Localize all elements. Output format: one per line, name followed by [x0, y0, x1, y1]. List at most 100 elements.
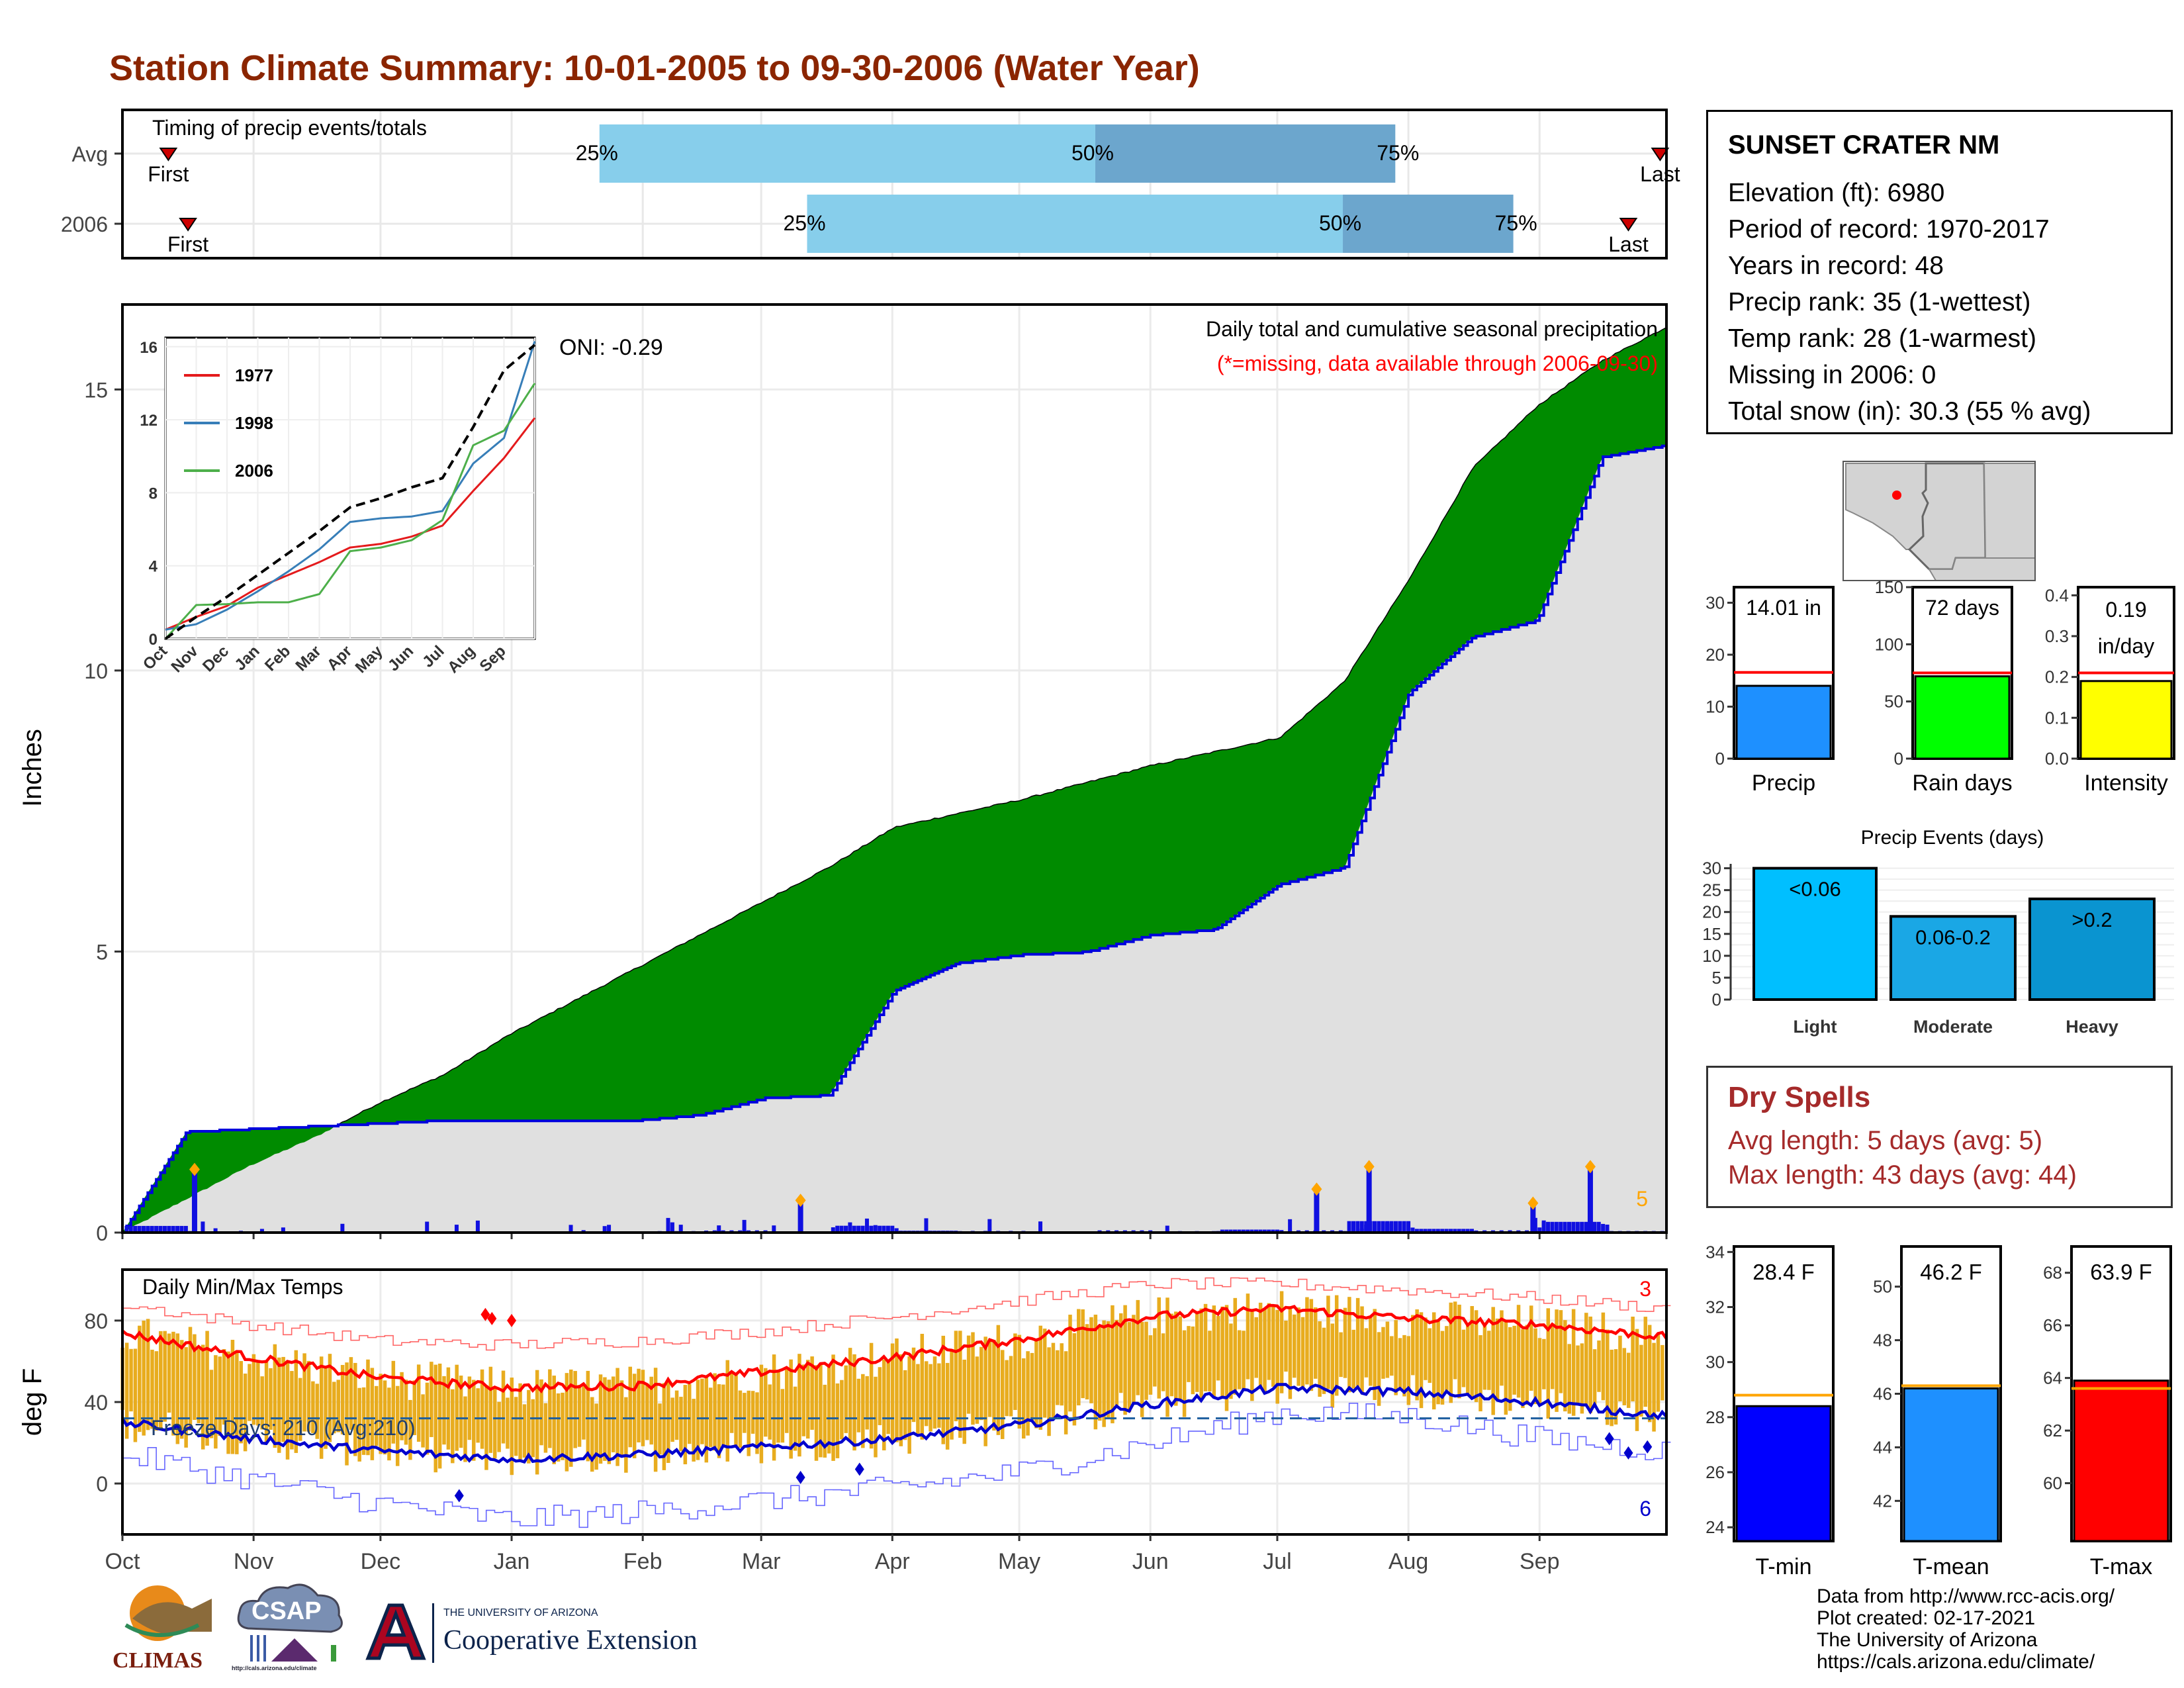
daily-temp-bar — [357, 1387, 361, 1462]
daily-temp-bar — [324, 1366, 328, 1449]
climas-logo: CLIMAS — [106, 1579, 218, 1678]
daily-temp-bar — [340, 1364, 345, 1434]
daily-temp-bar — [874, 1376, 878, 1458]
daily-temp-bar — [1330, 1323, 1335, 1408]
record-low-count: 6 — [1639, 1497, 1651, 1521]
mini-chart-tick: 150 — [1875, 577, 1903, 597]
daily-temp-bar — [1635, 1329, 1639, 1431]
daily-temp-bar — [1466, 1323, 1470, 1395]
x-month-label: Aug — [1388, 1549, 1429, 1574]
daily-temp-bar — [319, 1356, 324, 1459]
daily-temp-bar — [1123, 1305, 1127, 1415]
station-location-icon — [1892, 491, 1901, 500]
map-border — [1843, 461, 2036, 581]
daily-temp-bar — [370, 1368, 375, 1460]
daily-temp-bar — [226, 1351, 230, 1454]
temp-summary-bar — [1735, 1405, 1832, 1542]
record-high-marker-icon — [507, 1313, 517, 1327]
station-line: Total snow (in): 30.3 (55 % avg) — [1728, 397, 2091, 426]
mini-chart-tick: 0.1 — [2045, 708, 2069, 727]
daily-temp-bar — [1347, 1297, 1351, 1393]
climas-land-icon — [132, 1599, 212, 1635]
daily-temp-bar — [1618, 1335, 1622, 1401]
daily-precip-bar — [167, 1225, 171, 1233]
daily-temp-bar — [1077, 1309, 1081, 1406]
daily-temp-bar — [1254, 1317, 1258, 1378]
daily-precip-bar — [1414, 1229, 1419, 1233]
daily-precip-bar — [856, 1225, 861, 1233]
record-high-count: 3 — [1639, 1277, 1651, 1301]
daily-temp-bar — [1288, 1306, 1293, 1399]
record-marker-icon — [189, 1162, 200, 1176]
daily-temp-bar — [704, 1376, 709, 1463]
freeze-days-label: Freeze Days: 210 (Avg:210) — [151, 1416, 416, 1440]
y-axis-label: Inches — [18, 729, 47, 807]
record-marker-icon — [1311, 1182, 1322, 1196]
station-line: Temp rank: 28 (1-warmest) — [1728, 324, 2036, 353]
daily-temp-bar — [1148, 1335, 1153, 1395]
daily-precip-bar — [717, 1225, 721, 1233]
daily-temp-bar — [1279, 1291, 1284, 1393]
daily-temp-bar — [1428, 1328, 1432, 1383]
temp-summary-tick: 46 — [1873, 1384, 1892, 1404]
daily-temp-bar — [1174, 1311, 1178, 1406]
daily-temp-bar — [903, 1370, 907, 1440]
daily-temp-bar — [404, 1380, 408, 1445]
daily-precip-bar — [1253, 1229, 1258, 1233]
daily-precip-bar — [670, 1222, 674, 1233]
daily-temp-bar — [1144, 1321, 1148, 1400]
daily-temp-bar — [353, 1362, 357, 1456]
daily-temp-bar — [531, 1399, 535, 1458]
record-low-marker-icon — [454, 1489, 464, 1503]
daily-temp-bar — [1258, 1302, 1263, 1389]
precip-event-tick: 15 — [1702, 924, 1721, 944]
daily-temp-bar — [653, 1368, 658, 1472]
daily-temp-bar — [1212, 1305, 1216, 1399]
daily-temp-bar — [1140, 1321, 1144, 1417]
daily-temp-bar — [251, 1354, 256, 1425]
daily-precip-bar — [1435, 1229, 1440, 1233]
daily-temp-bar — [506, 1397, 510, 1449]
daily-temp-bar — [1432, 1312, 1436, 1410]
daily-temp-bar — [878, 1367, 882, 1425]
daily-temp-bar — [1576, 1345, 1580, 1406]
daily-precip-bar — [1596, 1221, 1601, 1233]
daily-temp-bar — [1394, 1320, 1398, 1395]
page-title: Station Climate Summary: 10-01-2005 to 0… — [109, 48, 1200, 88]
mini-chart-tick: 0 — [1715, 749, 1725, 769]
daily-precip-bar — [1224, 1229, 1229, 1233]
daily-precip-bar — [1567, 1221, 1571, 1233]
daily-precip-bar — [179, 1225, 184, 1233]
daily-precip-bar — [1233, 1229, 1238, 1233]
daily-temp-bar — [193, 1334, 197, 1420]
daily-temp-bar — [306, 1360, 311, 1432]
climas-wave-icon — [124, 1623, 200, 1637]
daily-precip-bar — [924, 1218, 929, 1233]
daily-temp-bar — [708, 1387, 713, 1447]
daily-temp-bar — [577, 1385, 582, 1447]
temp-summary-tick: 24 — [1706, 1517, 1725, 1537]
daily-temp-bar — [1026, 1351, 1030, 1436]
daily-temp-bar — [1622, 1348, 1627, 1405]
record-low-marker-icon — [854, 1462, 864, 1476]
daily-temp-bar — [171, 1331, 175, 1436]
record-low-marker-icon — [796, 1470, 805, 1484]
daily-temp-bar — [844, 1365, 848, 1433]
csap-text: CSAP — [251, 1597, 322, 1625]
station-line: Precip rank: 35 (1-wettest) — [1728, 288, 2031, 316]
daily-precip-bar — [1410, 1227, 1415, 1233]
mini-chart-value: 72 days — [1925, 596, 1999, 620]
daily-temp-bar — [776, 1371, 780, 1443]
daily-temp-bar — [683, 1385, 688, 1465]
daily-temp-bar — [556, 1393, 561, 1462]
timing-panel-border — [121, 109, 1668, 259]
temp-summary-tick: 66 — [2043, 1315, 2062, 1335]
daily-temp-bar — [298, 1378, 302, 1441]
daily-precip-bar — [1228, 1229, 1233, 1233]
daily-temp-bar — [852, 1354, 856, 1451]
precip-event-bar — [1752, 867, 1878, 1002]
daily-temp-bar — [1153, 1328, 1157, 1387]
station-line: Missing in 2006: 0 — [1728, 361, 1936, 389]
daily-temp-bar — [1614, 1349, 1618, 1425]
daily-temp-bar — [679, 1397, 683, 1452]
